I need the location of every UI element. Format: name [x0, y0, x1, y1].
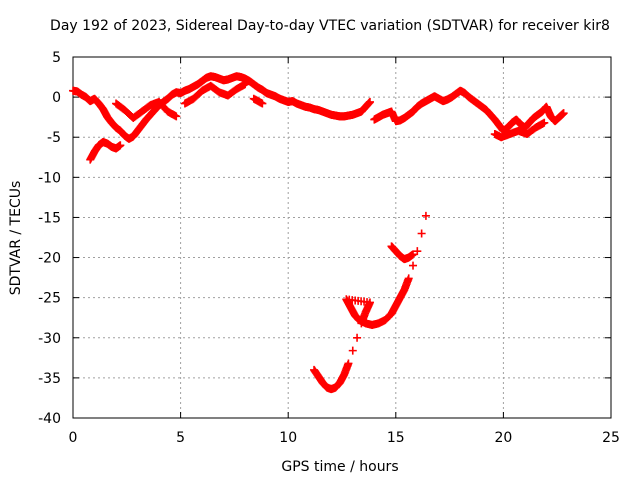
x-tick-label: 5 [176, 430, 185, 446]
y-tick-label: -25 [38, 291, 61, 307]
data-point-marker [172, 112, 181, 121]
x-tick-label: 10 [279, 430, 297, 446]
x-tick-labels: 0 5 10 15 20 25 [69, 430, 620, 446]
y-tick-label: -15 [38, 210, 61, 226]
data-point-marker [559, 109, 568, 118]
series-upper-branch [86, 80, 549, 164]
x-tick-label: 15 [387, 430, 405, 446]
y-tick-label: -10 [38, 170, 61, 186]
y-tick-label: -5 [47, 130, 61, 146]
y-tick-label: -30 [38, 331, 61, 347]
data-point-marker [413, 247, 422, 256]
plot-area-frame [72, 56, 612, 419]
data-point-marker [404, 274, 413, 283]
data-point-marker [353, 333, 362, 342]
y-tick-label: -20 [38, 251, 61, 267]
data-point-marker [409, 261, 418, 270]
data-point-marker [241, 80, 250, 89]
series-points [69, 72, 568, 394]
x-tick-label: 0 [69, 430, 78, 446]
data-point-marker [348, 346, 357, 355]
data-point-marker [116, 141, 125, 150]
y-tick-labels: 5 0 -5 -10 -15 -20 -25 -30 -35 -40 [38, 50, 61, 427]
data-point-marker [421, 211, 430, 220]
y-tick-label: 0 [52, 90, 61, 106]
data-point-marker [344, 359, 353, 368]
y-axis-label: SDTVAR / TECUs [8, 181, 24, 296]
data-point-marker [540, 118, 549, 127]
y-tick-label: 5 [52, 50, 61, 66]
axis-ticks [72, 56, 612, 419]
data-point-marker [417, 229, 426, 238]
x-tick-label: 20 [494, 430, 512, 446]
y-tick-label: -35 [38, 371, 61, 387]
x-tick-label: 25 [602, 430, 620, 446]
y-tick-label: -40 [38, 411, 61, 427]
series-upper-main [69, 72, 568, 143]
chart-title: Day 192 of 2023, Sidereal Day-to-day VTE… [50, 18, 610, 34]
series-lower-track-1 [310, 211, 430, 394]
data-point-marker [365, 97, 374, 106]
x-axis-label: GPS time / hours [281, 459, 398, 475]
data-point-marker [258, 99, 267, 108]
data-point-marker [409, 250, 418, 259]
